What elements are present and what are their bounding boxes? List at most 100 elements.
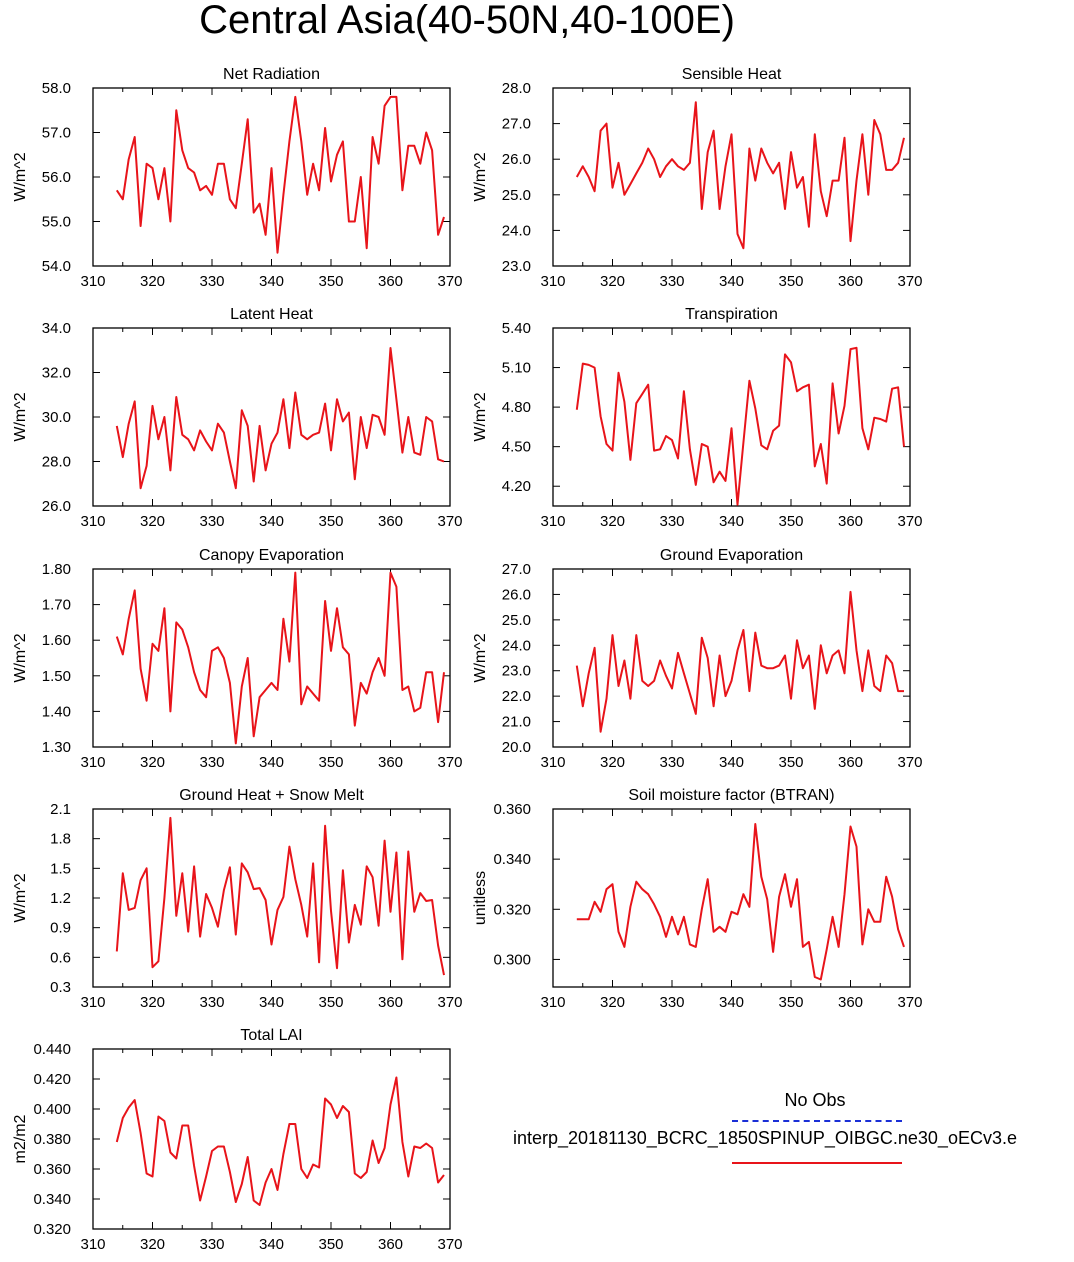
y-tick-label: 1.5 bbox=[50, 860, 71, 877]
x-tick-label: 340 bbox=[259, 513, 284, 530]
x-tick-label: 360 bbox=[378, 754, 403, 771]
x-tick-label: 360 bbox=[378, 273, 403, 290]
x-tick-label: 320 bbox=[140, 994, 165, 1011]
x-tick-label: 350 bbox=[318, 513, 343, 530]
y-tick-label: 0.320 bbox=[493, 901, 531, 918]
x-tick-label: 340 bbox=[719, 513, 744, 530]
x-tick-label: 320 bbox=[600, 994, 625, 1011]
x-tick-label: 350 bbox=[318, 754, 343, 771]
y-tick-label: 0.340 bbox=[493, 851, 531, 868]
y-axis-label: unitless bbox=[472, 871, 489, 925]
x-tick-label: 340 bbox=[259, 273, 284, 290]
x-tick-label: 360 bbox=[838, 513, 863, 530]
x-tick-label: 350 bbox=[318, 994, 343, 1011]
plot-frame bbox=[92, 327, 451, 507]
x-tick-label: 330 bbox=[659, 273, 684, 290]
y-axis-label: W/m^2 bbox=[12, 873, 29, 922]
x-tick-label: 360 bbox=[378, 513, 403, 530]
x-tick-label: 350 bbox=[778, 994, 803, 1011]
y-axis-label: W/m^2 bbox=[472, 152, 489, 201]
y-axis-label: m2/m2 bbox=[12, 1114, 29, 1163]
y-tick-label: 21.0 bbox=[502, 714, 531, 731]
y-tick-label: 0.420 bbox=[33, 1071, 71, 1088]
y-tick-label: 27.0 bbox=[502, 561, 531, 578]
y-tick-label: 0.380 bbox=[33, 1131, 71, 1148]
y-tick-label: 1.2 bbox=[50, 890, 71, 907]
x-tick-label: 320 bbox=[140, 273, 165, 290]
legend-model-label: interp_20181130_BCRC_1850SPINUP_OIBGC.ne… bbox=[513, 1128, 1017, 1148]
legend-model-line bbox=[732, 1162, 902, 1164]
panel-title: Net Radiation bbox=[223, 66, 320, 83]
y-axis-label: W/m^2 bbox=[12, 152, 29, 201]
x-tick-label: 350 bbox=[778, 273, 803, 290]
x-tick-label: 370 bbox=[897, 513, 922, 530]
y-tick-label: 2.1 bbox=[50, 801, 71, 818]
y-tick-label: 26.0 bbox=[42, 498, 71, 515]
x-tick-label: 330 bbox=[659, 513, 684, 530]
panel-title: Canopy Evaporation bbox=[199, 547, 344, 564]
x-tick-label: 360 bbox=[378, 1236, 403, 1253]
series-line-model bbox=[115, 1076, 445, 1206]
panel-title: Ground Heat + Snow Melt bbox=[179, 787, 364, 804]
series-line-model bbox=[115, 95, 445, 254]
x-tick-label: 320 bbox=[140, 1236, 165, 1253]
x-tick-label: 350 bbox=[778, 754, 803, 771]
y-axis-label: W/m^2 bbox=[12, 633, 29, 682]
y-tick-label: 0.9 bbox=[50, 920, 71, 937]
x-tick-label: 330 bbox=[199, 754, 224, 771]
series-line-model bbox=[575, 590, 904, 733]
x-tick-label: 370 bbox=[897, 754, 922, 771]
y-tick-label: 24.0 bbox=[502, 222, 531, 239]
series-line-model bbox=[115, 347, 445, 490]
x-tick-label: 340 bbox=[719, 754, 744, 771]
panel-title: Transpiration bbox=[685, 306, 778, 323]
y-tick-label: 1.30 bbox=[42, 739, 71, 756]
y-tick-label: 0.300 bbox=[493, 951, 531, 968]
x-tick-label: 340 bbox=[259, 994, 284, 1011]
x-tick-label: 340 bbox=[719, 273, 744, 290]
x-tick-label: 370 bbox=[437, 1236, 462, 1253]
x-tick-label: 310 bbox=[80, 273, 105, 290]
x-tick-label: 320 bbox=[600, 273, 625, 290]
y-tick-label: 20.0 bbox=[502, 739, 531, 756]
y-tick-label: 56.0 bbox=[42, 169, 71, 186]
x-tick-label: 310 bbox=[80, 754, 105, 771]
plot-frame bbox=[92, 1048, 451, 1230]
x-tick-label: 340 bbox=[259, 754, 284, 771]
panel-title: Latent Heat bbox=[230, 306, 313, 323]
x-tick-label: 310 bbox=[80, 994, 105, 1011]
y-tick-label: 25.0 bbox=[502, 612, 531, 629]
y-tick-label: 0.360 bbox=[493, 801, 531, 818]
panel-title: Sensible Heat bbox=[682, 66, 782, 83]
x-tick-label: 330 bbox=[199, 1236, 224, 1253]
plot-frame bbox=[552, 808, 911, 988]
y-tick-label: 4.20 bbox=[502, 478, 531, 495]
y-tick-label: 23.0 bbox=[502, 258, 531, 275]
y-tick-label: 30.0 bbox=[42, 409, 71, 426]
y-tick-label: 1.8 bbox=[50, 831, 71, 848]
x-tick-label: 370 bbox=[437, 273, 462, 290]
x-tick-label: 310 bbox=[540, 994, 565, 1011]
series-line-model bbox=[576, 823, 905, 981]
x-tick-label: 340 bbox=[259, 1236, 284, 1253]
x-tick-label: 340 bbox=[719, 994, 744, 1011]
x-tick-label: 330 bbox=[199, 513, 224, 530]
page-title: Central Asia(40-50N,40-100E) bbox=[199, 0, 735, 42]
series-line-model bbox=[575, 101, 905, 250]
x-tick-label: 330 bbox=[659, 754, 684, 771]
x-tick-label: 360 bbox=[378, 994, 403, 1011]
y-tick-label: 27.0 bbox=[502, 116, 531, 133]
x-tick-label: 320 bbox=[140, 513, 165, 530]
y-tick-label: 1.60 bbox=[42, 632, 71, 649]
x-tick-label: 360 bbox=[838, 994, 863, 1011]
y-tick-label: 28.0 bbox=[502, 80, 531, 97]
x-tick-label: 330 bbox=[199, 994, 224, 1011]
y-tick-label: 0.3 bbox=[50, 979, 71, 996]
y-tick-label: 0.340 bbox=[33, 1191, 71, 1208]
x-tick-label: 310 bbox=[540, 273, 565, 290]
x-tick-label: 360 bbox=[838, 754, 863, 771]
x-tick-label: 310 bbox=[80, 513, 105, 530]
y-tick-label: 1.70 bbox=[42, 597, 71, 614]
x-tick-label: 320 bbox=[600, 754, 625, 771]
y-tick-label: 25.0 bbox=[502, 187, 531, 204]
